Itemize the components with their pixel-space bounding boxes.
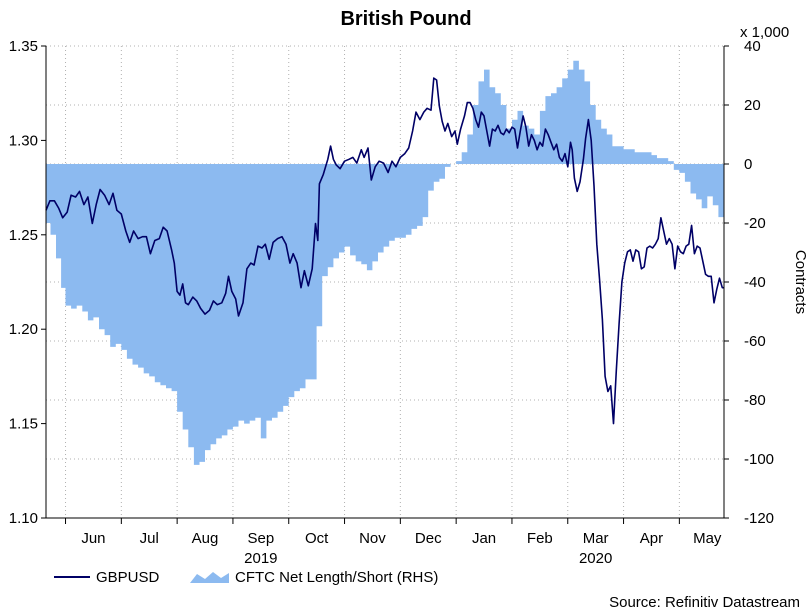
right-tick-label: -60 (744, 333, 766, 350)
right-tick-label: 0 (744, 156, 752, 173)
x-month-label: Mar (583, 530, 609, 547)
x-month-label: Sep (247, 530, 274, 547)
left-tick-label: 1.25 (9, 227, 38, 244)
left-tick-label: 1.20 (9, 321, 38, 338)
right-tick-label: -120 (744, 510, 774, 527)
legend-area-swatch (190, 572, 229, 583)
source-note: Source: Refinitiv Datastream (609, 594, 800, 611)
left-tick-label: 1.15 (9, 416, 38, 433)
chart-title: British Pound (340, 8, 471, 30)
x-month-label: Dec (415, 530, 442, 547)
x-month-label: Apr (640, 530, 663, 547)
x-month-label: Nov (359, 530, 386, 547)
left-tick-label: 1.30 (9, 132, 38, 149)
x-year-label: 2020 (579, 550, 612, 567)
left-tick-label: 1.10 (9, 510, 38, 527)
x-month-label: Aug (192, 530, 219, 547)
x-month-label: Jun (81, 530, 105, 547)
x-month-label: Jan (472, 530, 496, 547)
plot-area: 1.10 1.15 1.20 1.25 1.30 1.35 -120 -100 -80 -60 -4… (9, 38, 774, 567)
right-tick-label: -40 (744, 274, 766, 291)
left-tick-label: 1.35 (9, 38, 38, 55)
right-tick-label: 20 (744, 97, 761, 114)
x-month-label: Feb (527, 530, 553, 547)
right-tick-label: -100 (744, 451, 774, 468)
right-axis-multiplier: x 1,000 (740, 24, 789, 41)
x-month-label: Jul (140, 530, 159, 547)
right-tick-label: 40 (744, 38, 761, 55)
right-tick-label: -20 (744, 215, 766, 232)
x-month-label: Oct (305, 530, 329, 547)
legend: GBPUSD CFTC Net Length/Short (RHS) (54, 569, 438, 586)
legend-gbpusd-label: GBPUSD (96, 569, 160, 586)
cftc-area (46, 60, 724, 465)
x-month-label: May (693, 530, 722, 547)
right-axis-title: Contracts (792, 250, 809, 314)
right-tick-label: -80 (744, 392, 766, 409)
x-year-label: 2019 (244, 550, 277, 567)
gbpusd-line (45, 77, 724, 425)
legend-cftc-label: CFTC Net Length/Short (RHS) (235, 569, 438, 586)
